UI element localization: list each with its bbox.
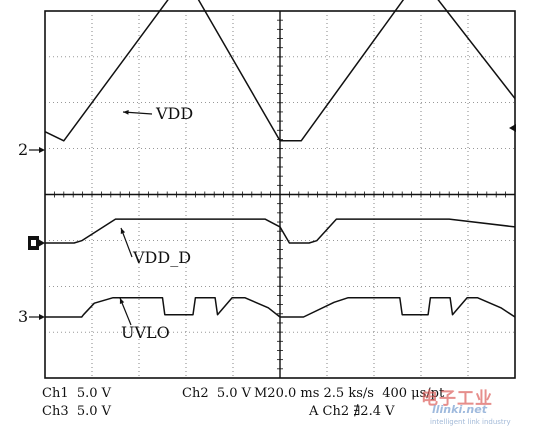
trigger-readout: A Ch2 ∄2.4 V [309, 404, 395, 419]
channel-markers: 23 [18, 124, 516, 326]
ch3-scale-readout: Ch3 5.0 V [42, 404, 112, 419]
right-edge-indicator [509, 124, 516, 132]
label-vdd-d: VDD_D [132, 248, 191, 267]
annotation-arrowhead [123, 110, 129, 115]
channel-marker-arrow [39, 314, 45, 320]
graticule-grid [44, 10, 516, 379]
label-vdd: VDD [155, 104, 193, 123]
channel-1-marker-inner [31, 240, 36, 246]
timebase-readout: M20.0 ms 2.5 ks/s 400 μs/pt [254, 386, 445, 401]
trace-vdd-d [45, 218, 516, 244]
channel-marker-arrow [39, 147, 45, 153]
waveform-traces [44, 0, 516, 318]
ch2-scale-readout: Ch2 5.0 V [182, 386, 252, 401]
trace-uvlo [45, 296, 516, 318]
watermark-logo: 电子工业 [421, 389, 493, 409]
ch1-scale-readout: Ch1 5.0 V [42, 386, 112, 401]
trace-labels: VDD VDD_D UVLO [119, 104, 193, 342]
watermark-tagline: intelligent link industry [430, 418, 511, 426]
channel-marker-label: 2 [18, 140, 28, 159]
annotation-arrowhead [119, 298, 125, 304]
label-uvlo: UVLO [121, 323, 170, 342]
channel-1-marker-arrow [38, 239, 45, 247]
channel-marker-label: 3 [18, 307, 28, 326]
annotation-arrowhead [120, 228, 126, 234]
watermark-url: llinki.net [432, 403, 487, 416]
trace-vdd [44, 0, 516, 142]
